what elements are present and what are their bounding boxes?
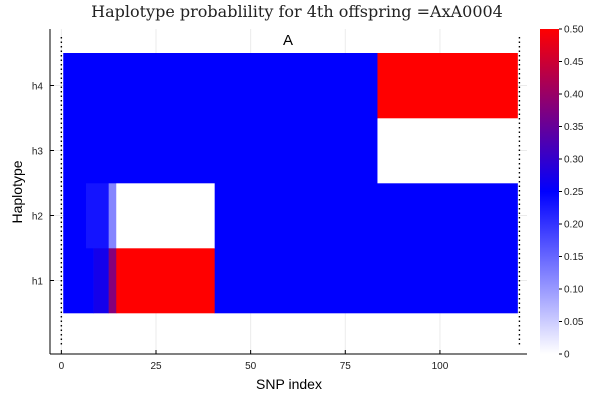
- x-tick-label: 75: [340, 361, 352, 372]
- colorbar-tick-label: 0.45: [564, 57, 584, 68]
- y-tick-label: h2: [32, 212, 44, 223]
- chart-title: Haplotype probablility for 4th offspring…: [91, 2, 503, 21]
- heatmap-cell-h2: [63, 183, 87, 249]
- colorbar-ticks: 0 0.05 0.10 0.15 0.20 0.25 0.30 0.35 0.40 0.45 0.5…: [559, 25, 584, 361]
- x-tick-label: 0: [59, 361, 65, 372]
- heatmap-cell-h3: [63, 118, 378, 184]
- heatmap-cell-h1: [93, 248, 109, 314]
- panel-annotation: A: [283, 32, 293, 49]
- heatmap-cells: [63, 53, 518, 314]
- y-axis-label: Haplotype: [9, 160, 25, 223]
- heatmap-cell-h2: [85, 183, 109, 249]
- colorbar-tick-label: 0.25: [564, 187, 584, 198]
- heatmap-cell-h1: [116, 248, 215, 314]
- heatmap-cell-h1: [108, 248, 117, 314]
- colorbar-tick-label: 0.50: [564, 25, 584, 36]
- heatmap-cell-h2: [116, 183, 215, 249]
- y-tick-label: h1: [32, 277, 44, 288]
- heatmap-cell-h1: [63, 248, 94, 314]
- heatmap-cell-h2: [108, 183, 117, 249]
- x-tick-label: 50: [245, 361, 257, 372]
- colorbar: [540, 29, 559, 354]
- x-tick-label: 100: [432, 361, 449, 372]
- x-axis-label: SNP index: [256, 376, 322, 392]
- tick-labels: 0 25 50 75 100 h1 h2 h3 h4: [32, 82, 449, 373]
- colorbar-tick-label: 0.15: [564, 252, 584, 263]
- colorbar-tick-label: 0.20: [564, 220, 584, 231]
- colorbar-tick-label: 0.40: [564, 90, 584, 101]
- y-tick-label: h3: [32, 147, 44, 158]
- heatmap-cell-h2: [214, 183, 518, 249]
- heatmap-cell-h4: [63, 53, 378, 119]
- heatmap-cell-h1: [214, 248, 518, 314]
- colorbar-tick-label: 0: [564, 350, 570, 361]
- x-tick-label: 25: [150, 361, 162, 372]
- heatmap-cell-h4: [377, 53, 518, 119]
- heatmap-cell-h3: [377, 118, 518, 184]
- colorbar-tick-label: 0.30: [564, 155, 584, 166]
- colorbar-tick-label: 0.35: [564, 122, 584, 133]
- axes: [49, 29, 527, 355]
- y-tick-label: h4: [32, 82, 44, 93]
- colorbar-tick-label: 0.05: [564, 317, 584, 328]
- colorbar-tick-label: 0.10: [564, 285, 584, 296]
